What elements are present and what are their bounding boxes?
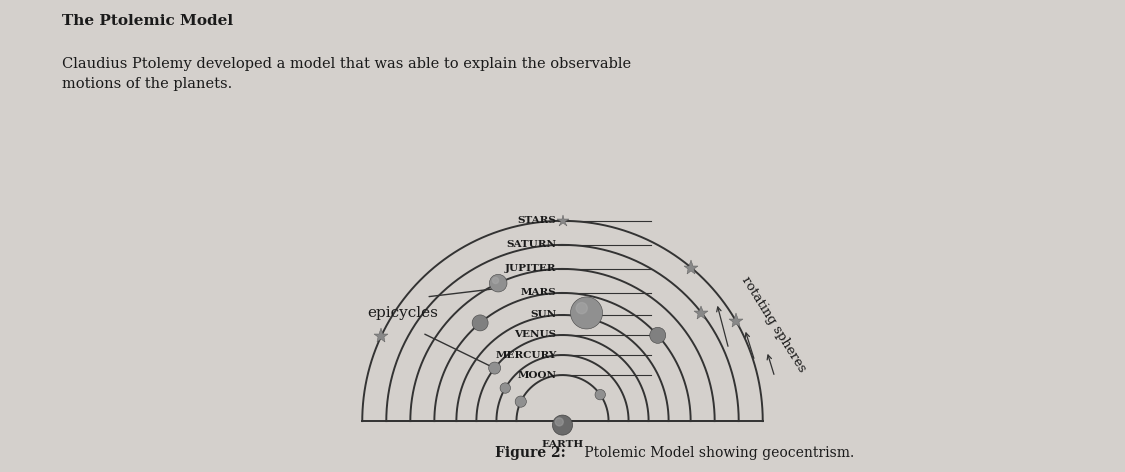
- Text: VENUS: VENUS: [514, 330, 557, 339]
- Circle shape: [570, 297, 603, 329]
- Circle shape: [488, 362, 501, 374]
- Text: STARS: STARS: [518, 216, 557, 225]
- Circle shape: [515, 396, 526, 407]
- Circle shape: [595, 389, 605, 400]
- Text: MERCURY: MERCURY: [495, 351, 557, 360]
- Text: EARTH: EARTH: [541, 440, 584, 449]
- Circle shape: [501, 383, 511, 393]
- Text: JUPITER: JUPITER: [505, 264, 557, 273]
- Text: MOON: MOON: [518, 371, 557, 379]
- Circle shape: [472, 315, 488, 331]
- Text: epicycles: epicycles: [367, 306, 438, 320]
- Circle shape: [552, 415, 573, 435]
- Circle shape: [556, 418, 564, 426]
- Text: SATURN: SATURN: [506, 240, 557, 249]
- Text: The Ptolemic Model: The Ptolemic Model: [62, 14, 233, 28]
- Circle shape: [493, 278, 498, 284]
- Text: Claudius Ptolemy developed a model that was able to explain the observable
motio: Claudius Ptolemy developed a model that …: [62, 57, 631, 91]
- Circle shape: [576, 303, 587, 314]
- Circle shape: [650, 327, 666, 343]
- Text: Ptolemic Model showing geocentrism.: Ptolemic Model showing geocentrism.: [580, 446, 855, 460]
- Text: Figure 2:: Figure 2:: [495, 446, 566, 460]
- Circle shape: [489, 274, 507, 292]
- Text: SUN: SUN: [530, 311, 557, 320]
- Text: MARS: MARS: [521, 288, 557, 297]
- Text: rotating spheres: rotating spheres: [739, 275, 808, 375]
